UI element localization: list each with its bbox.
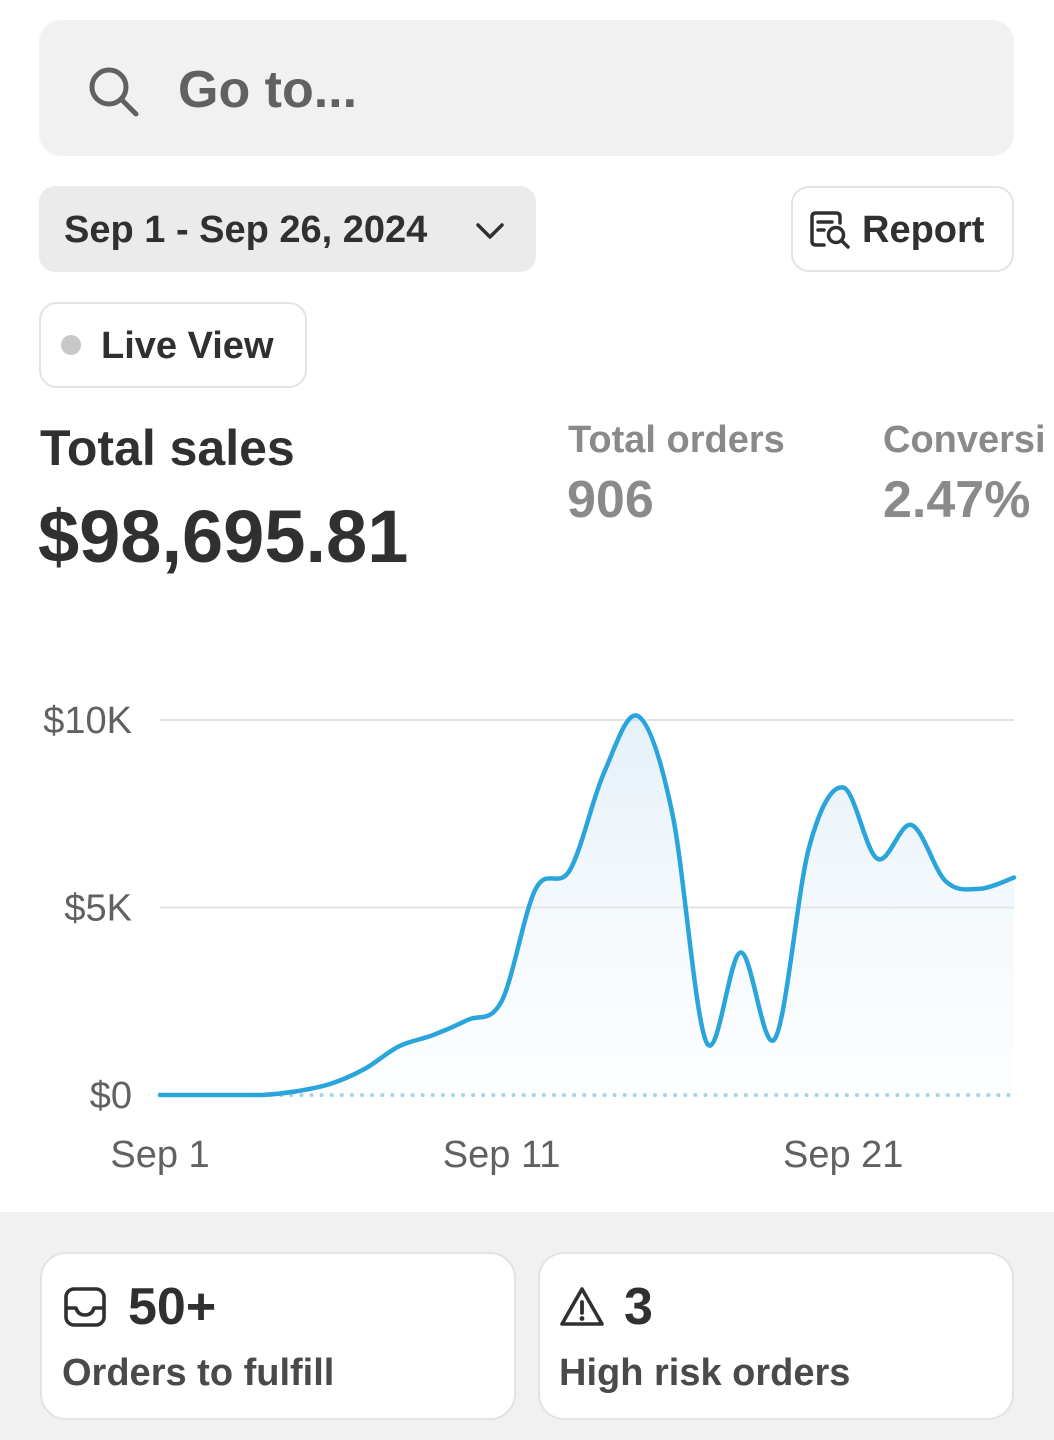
report-icon[interactable] (808, 210, 852, 250)
y-tick-label: $5K (64, 888, 132, 930)
conversion-label[interactable]: Conversi (883, 419, 1046, 461)
x-tick-label: Sep 1 (110, 1134, 209, 1176)
sales-line (157, 713, 1017, 1098)
orders-to-fulfill-value: 50+ (128, 1278, 217, 1336)
live-view-label[interactable]: Live View (101, 325, 274, 367)
search-icon (89, 67, 139, 117)
conversion-value: 2.47% (883, 471, 1031, 529)
chevron-down-icon[interactable] (474, 218, 506, 244)
orders-to-fulfill-label: Orders to fulfill (62, 1352, 335, 1394)
high-risk-orders-label: High risk orders (559, 1352, 851, 1394)
y-tick-label: $0 (90, 1075, 132, 1117)
warning-icon (560, 1287, 604, 1326)
search-bar[interactable] (39, 20, 1014, 156)
high-risk-orders-card[interactable] (538, 1252, 1014, 1420)
y-tick-label: $10K (43, 700, 132, 742)
sales-area-fill (160, 715, 1014, 1095)
live-view-button[interactable] (39, 302, 307, 388)
report-button[interactable] (791, 186, 1014, 272)
report-label[interactable]: Report (862, 209, 985, 251)
total-orders-value: 906 (567, 471, 654, 529)
x-tick-label: Sep 11 (443, 1134, 561, 1176)
orders-to-fulfill-card[interactable] (40, 1252, 516, 1420)
date-range-label[interactable]: Sep 1 - Sep 26, 2024 (64, 209, 428, 251)
live-status-dot (61, 335, 81, 355)
total-sales-label[interactable]: Total sales (40, 420, 295, 476)
high-risk-orders-value: 3 (624, 1278, 653, 1336)
total-orders-label[interactable]: Total orders (568, 419, 785, 461)
inbox-icon (64, 1287, 106, 1327)
x-tick-label: Sep 21 (783, 1134, 903, 1176)
total-sales-value: $98,695.81 (38, 495, 409, 578)
search-placeholder[interactable]: Go to... (178, 61, 358, 119)
date-range-button[interactable] (39, 186, 536, 272)
sales-chart[interactable]: $10K $5K $0 Sep 1 Sep 11 Sep 21 (0, 680, 1054, 1200)
